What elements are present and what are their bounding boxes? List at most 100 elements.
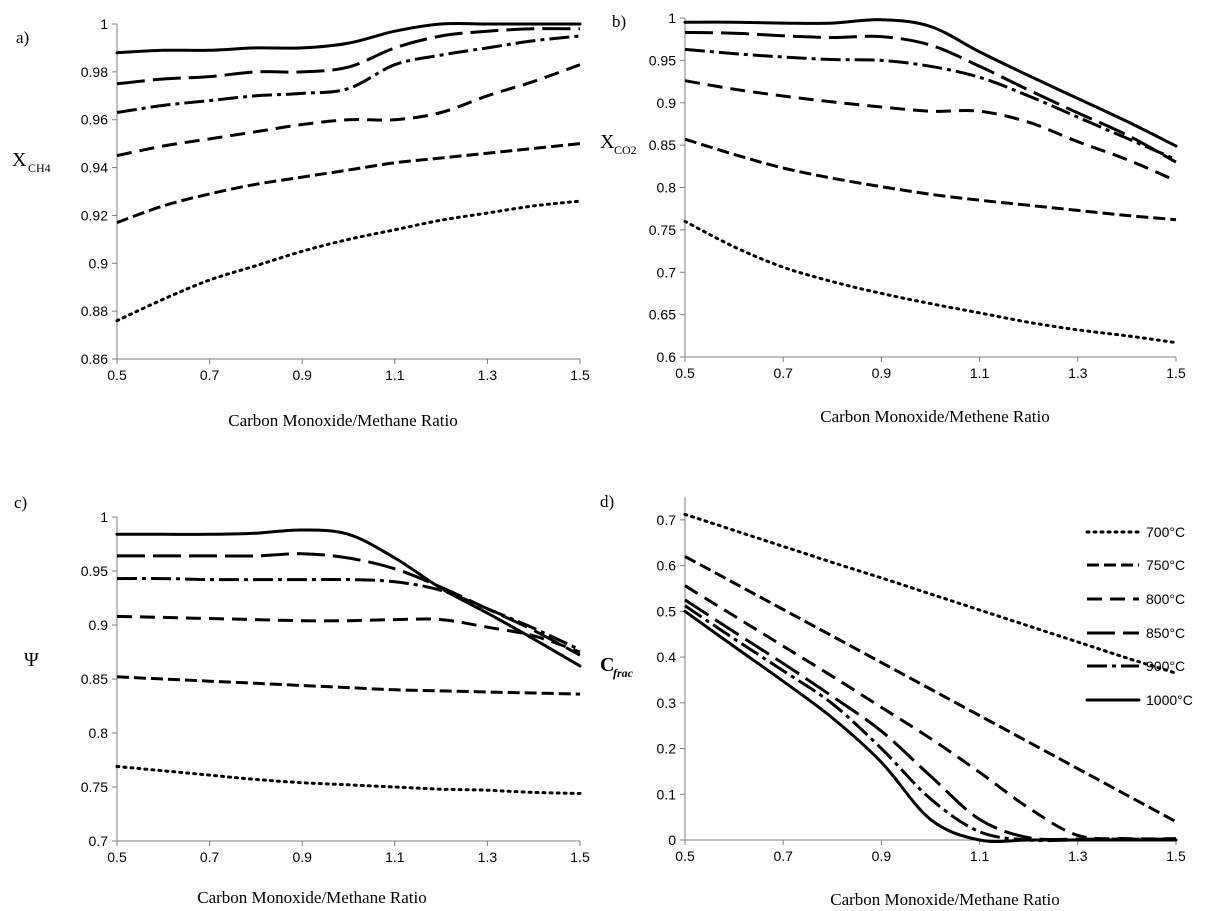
x-tick-label: 1.3 [1068, 365, 1088, 381]
x-tick-label: 0.9 [292, 367, 312, 383]
series-line-900c [116, 577, 581, 652]
series-line-800c [684, 79, 1177, 183]
legend-label: 800°C [1146, 591, 1185, 607]
x-tick-label: 0.5 [675, 365, 695, 381]
legend-label: 750°C [1146, 557, 1185, 573]
x-tick-label: 0.7 [200, 849, 220, 865]
y-tick-label: 1 [100, 16, 108, 32]
panel-b-label: b) [612, 12, 626, 31]
legend-item: 750°C [1087, 557, 1185, 573]
y-tick-label: 0.88 [81, 303, 108, 319]
y-tick-label: 0.92 [81, 207, 108, 223]
series-line-700c [683, 512, 1178, 675]
legend-item: 850°C [1087, 625, 1185, 641]
panel-c-x-axis-label: Carbon Monoxide/Methane Ratio [197, 888, 426, 907]
series-line-1000c [683, 609, 1178, 843]
y-tick-label: 0.86 [81, 351, 108, 367]
series-line-700c [115, 765, 582, 795]
panel-a-x-axis-label: Carbon Monoxide/Methane Ratio [228, 411, 457, 430]
series-line-750c [116, 142, 581, 225]
legend-label: 700°C [1146, 524, 1185, 540]
series-line-900c [684, 47, 1177, 161]
y-tick-label: 0.5 [657, 603, 677, 619]
x-tick-label: 0.9 [872, 848, 892, 864]
y-tick-label: 0.94 [81, 160, 108, 176]
series-line-850c [117, 552, 581, 657]
y-tick-label: 1 [100, 509, 108, 525]
x-tick-label: 1.5 [1166, 848, 1186, 864]
y-tick-label: 0.95 [81, 563, 108, 579]
y-tick-label: 0.7 [89, 833, 109, 849]
series-line-800c [116, 63, 581, 158]
series-line-1000c [683, 18, 1178, 148]
legend-label: 1000°C [1146, 692, 1193, 708]
x-tick-label: 0.7 [773, 365, 793, 381]
x-tick-label: 0.9 [872, 365, 892, 381]
y-tick-label: 0.95 [649, 52, 676, 68]
x-tick-label: 0.5 [107, 849, 127, 865]
series-line-800c [684, 584, 1177, 841]
panel-d-label: d) [600, 492, 614, 511]
y-tick-label: 0.75 [81, 779, 108, 795]
x-tick-label: 1.1 [970, 365, 990, 381]
panel-b-y-axis-label: X CO2 [600, 131, 637, 157]
y-tick-label: 0.8 [657, 180, 677, 196]
y-tick-label: 0.8 [89, 725, 109, 741]
series-line-850c [116, 27, 581, 86]
panel-d-x-axis-label: Carbon Monoxide/Methane Ratio [830, 890, 1059, 909]
panel-a: a) X CH4 Carbon Monoxide/Methane Ratio 0… [12, 16, 590, 430]
panel-d-y-axis-label: C frac [600, 654, 634, 680]
x-tick-label: 1.3 [478, 367, 498, 383]
y-tick-label: 0.65 [649, 307, 676, 323]
x-tick-label: 0.5 [675, 848, 695, 864]
x-tick-label: 1.5 [570, 367, 590, 383]
y-tick-label: 0.2 [657, 741, 677, 757]
panel-a-y-axis-label: X CH4 [12, 149, 51, 175]
legend-label: 850°C [1146, 625, 1185, 641]
series-line-750c [684, 137, 1177, 222]
x-tick-label: 1.1 [385, 849, 405, 865]
series-line-700c [683, 219, 1178, 345]
y-tick-label: 0.1 [657, 786, 677, 802]
y-tick-label: 0 [668, 832, 676, 848]
series-line-850c [684, 598, 1176, 842]
y-tick-label: 0.85 [81, 671, 108, 687]
panel-b-x-axis-label: Carbon Monoxide/Methene Ratio [820, 407, 1049, 426]
series-line-900c [684, 604, 1176, 843]
panel-b: b) X CO2 Carbon Monoxide/Methene Ratio 0… [600, 10, 1186, 426]
legend-item: 900°C [1087, 658, 1185, 674]
y-tick-label: 0.4 [657, 649, 677, 665]
series-line-800c [116, 614, 581, 654]
y-tick-label: 0.6 [657, 558, 677, 574]
y-tick-label: 0.85 [649, 137, 676, 153]
x-tick-label: 1.1 [385, 367, 405, 383]
y-tick-label: 0.7 [657, 264, 677, 280]
y-tick-label: 0.9 [89, 255, 109, 271]
y-tick-label: 0.75 [649, 222, 676, 238]
y-tick-label: 0.3 [657, 695, 677, 711]
series-line-1000c [115, 528, 582, 668]
series-line-750c [116, 675, 581, 696]
series-line-700c [115, 199, 582, 323]
y-tick-label: 0.7 [657, 512, 677, 528]
panel-b-y-axis-label-sub: CO2 [614, 143, 637, 157]
panel-b-y-axis-label-main: X [600, 131, 615, 153]
x-tick-label: 0.7 [200, 367, 220, 383]
x-tick-label: 0.7 [773, 848, 793, 864]
y-tick-label: 0.9 [657, 95, 677, 111]
y-tick-label: 0.9 [89, 617, 109, 633]
panel-c-label: c) [14, 493, 27, 512]
y-tick-label: 0.6 [657, 349, 677, 365]
panel-a-label: a) [16, 28, 29, 47]
x-tick-label: 1.3 [478, 849, 498, 865]
panel-d-y-axis-label-main: C [600, 654, 614, 676]
series-line-850c [684, 30, 1177, 164]
x-tick-label: 0.5 [107, 367, 127, 383]
panel-a-y-axis-label-main: X [12, 149, 27, 171]
y-tick-label: 0.96 [81, 112, 108, 128]
series-line-750c [684, 555, 1177, 824]
y-tick-label: 0.98 [81, 64, 108, 80]
x-tick-label: 0.9 [292, 849, 312, 865]
x-tick-label: 1.1 [970, 848, 990, 864]
